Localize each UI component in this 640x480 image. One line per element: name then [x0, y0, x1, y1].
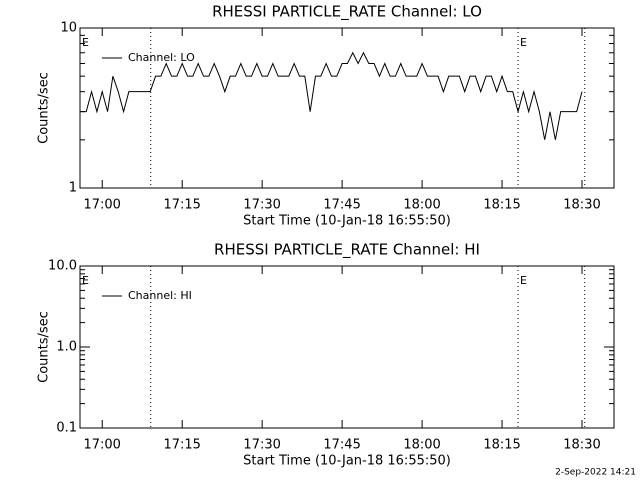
x-tick-label: 17:15 — [163, 438, 200, 453]
y-tick-label: 10.0 — [48, 259, 77, 274]
x-tick-label: 17:45 — [323, 198, 360, 213]
x-tick-label: 17:30 — [243, 438, 280, 453]
x-tick-label: 18:15 — [483, 198, 520, 213]
y-tick-label: 1 — [69, 181, 77, 196]
x-tick-label: 17:00 — [83, 198, 120, 213]
x-tick-label: 17:00 — [83, 438, 120, 453]
x-tick-label: 17:30 — [243, 198, 280, 213]
y-tick-label: 1.0 — [56, 340, 77, 355]
legend-label: Channel: LO — [128, 51, 195, 64]
footer: 2-Sep-2022 14:21 — [555, 468, 636, 478]
x-tick-label: 18:30 — [563, 438, 600, 453]
event-label: E — [82, 274, 89, 287]
chart-title: RHESSI PARTICLE_RATE Channel: HI — [214, 241, 480, 260]
x-tick-label: 18:30 — [563, 198, 600, 213]
x-tick-label: 18:00 — [403, 198, 440, 213]
x-axis-label: Start Time (10-Jan-18 16:55:50) — [243, 454, 451, 469]
data-line — [80, 51, 583, 140]
y-axis-label: Counts/sec — [37, 72, 52, 144]
y-tick-label: 10 — [60, 21, 77, 36]
event-label: E — [520, 36, 527, 49]
x-axis-label: Start Time (10-Jan-18 16:55:50) — [243, 214, 451, 229]
event-label: E — [520, 274, 527, 287]
x-tick-label: 17:45 — [323, 438, 360, 453]
y-axis-label: Counts/sec — [37, 311, 52, 383]
x-tick-label: 18:15 — [483, 438, 520, 453]
x-tick-label: 17:15 — [163, 198, 200, 213]
legend-label: Channel: HI — [128, 289, 192, 302]
x-tick-label: 18:00 — [403, 438, 440, 453]
chart-title: RHESSI PARTICLE_RATE Channel: LO — [212, 3, 482, 22]
plot-frame — [79, 27, 615, 189]
event-label: E — [82, 36, 89, 49]
y-tick-label: 0.1 — [56, 421, 77, 436]
